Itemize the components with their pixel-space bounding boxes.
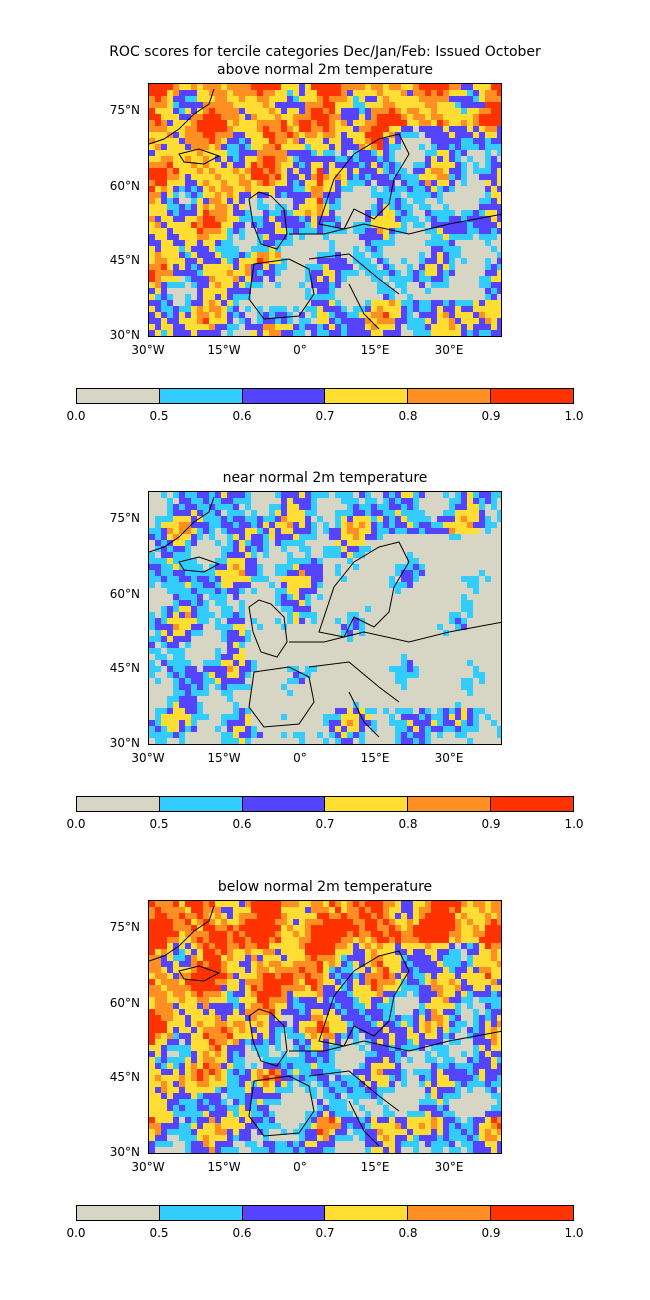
panel-1-lat-45n: 45°N (109, 253, 140, 267)
panel-1-colorbar (76, 388, 574, 404)
panel-1-cbar-tick: 0.5 (149, 409, 169, 423)
panel-2-cbar-tick: 0.5 (149, 817, 169, 831)
colorbar-bin (491, 1206, 573, 1220)
panel-3-lon-30w: 30°W (131, 1160, 165, 1174)
panel-3-lat-75n: 75°N (109, 920, 140, 934)
panel-2-lon-0: 0° (293, 751, 307, 765)
panel-1-lon-15w: 15°W (207, 343, 241, 357)
colorbar-bin (77, 389, 160, 403)
panel-1-lon-30e: 30°E (434, 343, 464, 357)
colorbar-bin (408, 389, 492, 403)
panel-3-subtitle: below normal 2m temperature (217, 879, 433, 895)
panel-2-cbar-tick: 0.6 (232, 817, 252, 831)
colorbar-bin (325, 389, 409, 403)
panel-2-colorbar (76, 796, 574, 812)
panel-3-cbar-tick: 0.6 (232, 1226, 252, 1240)
panel-3-lon-30e: 30°E (434, 1160, 464, 1174)
colorbar-bin (408, 1206, 492, 1220)
colorbar-bin (408, 797, 492, 811)
panel-3-map (148, 900, 502, 1154)
panel-3-cbar-tick: 0.0 (66, 1226, 86, 1240)
panel-3-cbar-tick: 0.7 (315, 1226, 335, 1240)
panel-3-cbar-tick: 0.8 (398, 1226, 418, 1240)
panel-3-lat-45n: 45°N (109, 1070, 140, 1084)
panel-2-map (148, 491, 502, 745)
panel-2-cbar-tick: 0.0 (66, 817, 86, 831)
colorbar-bin (159, 389, 243, 403)
panel-2-lat-75n: 75°N (109, 511, 140, 525)
panel-3-lat-60n: 60°N (109, 996, 140, 1010)
panel-3-lat-30n: 30°N (109, 1145, 140, 1159)
colorbar-bin (77, 1206, 160, 1220)
panel-1-cbar-tick: 0.0 (66, 409, 86, 423)
panel-2-cbar-tick: 0.7 (315, 817, 335, 831)
panel-1-cbar-tick: 0.7 (315, 409, 335, 423)
panel-2-lon-30w: 30°W (131, 751, 165, 765)
panel-3-colorbar (76, 1205, 574, 1221)
panel-3-cbar-tick: 1.0 (564, 1226, 584, 1240)
panel-1-lon-30w: 30°W (131, 343, 165, 357)
colorbar-bin (159, 1206, 243, 1220)
panel-3-cbar-tick: 0.9 (481, 1226, 501, 1240)
panel-1-cbar-tick: 1.0 (564, 409, 584, 423)
panel-3-lon-15w: 15°W (207, 1160, 241, 1174)
panel-2-cbar-tick: 0.9 (481, 817, 501, 831)
colorbar-bin (242, 1206, 326, 1220)
panel-2-cbar-tick: 0.8 (398, 817, 418, 831)
colorbar-bin (491, 797, 573, 811)
panel-1-lon-15e: 15°E (360, 343, 390, 357)
panel-2-lon-15w: 15°W (207, 751, 241, 765)
panel-1-map (148, 83, 502, 337)
panel-2-lon-15e: 15°E (360, 751, 390, 765)
panel-2-lon-30e: 30°E (434, 751, 464, 765)
panel-2-lat-45n: 45°N (109, 661, 140, 675)
panel-1-lat-75n: 75°N (109, 103, 140, 117)
panel-2-lat-60n: 60°N (109, 587, 140, 601)
colorbar-bin (325, 797, 409, 811)
colorbar-bin (77, 797, 160, 811)
panel-2-cbar-tick: 1.0 (564, 817, 584, 831)
panel-2-lat-30n: 30°N (109, 736, 140, 750)
panel-1-cbar-tick: 0.9 (481, 409, 501, 423)
colorbar-bin (491, 389, 573, 403)
panel-3-lon-0: 0° (293, 1160, 307, 1174)
panel-1-lon-0: 0° (293, 343, 307, 357)
panel-2-subtitle: near normal 2m temperature (222, 470, 428, 486)
colorbar-bin (242, 389, 326, 403)
panel-1-cbar-tick: 0.8 (398, 409, 418, 423)
panel-1-cbar-tick: 0.6 (232, 409, 252, 423)
panel-1-lat-30n: 30°N (109, 328, 140, 342)
panel-3-cbar-tick: 0.5 (149, 1226, 169, 1240)
panel-1-lat-60n: 60°N (109, 179, 140, 193)
panel-1-subtitle: above normal 2m temperature (217, 62, 433, 78)
colorbar-bin (242, 797, 326, 811)
panel-3-lon-15e: 15°E (360, 1160, 390, 1174)
colorbar-bin (159, 797, 243, 811)
figure-title: ROC scores for tercile categories Dec/Ja… (109, 44, 541, 60)
colorbar-bin (325, 1206, 409, 1220)
